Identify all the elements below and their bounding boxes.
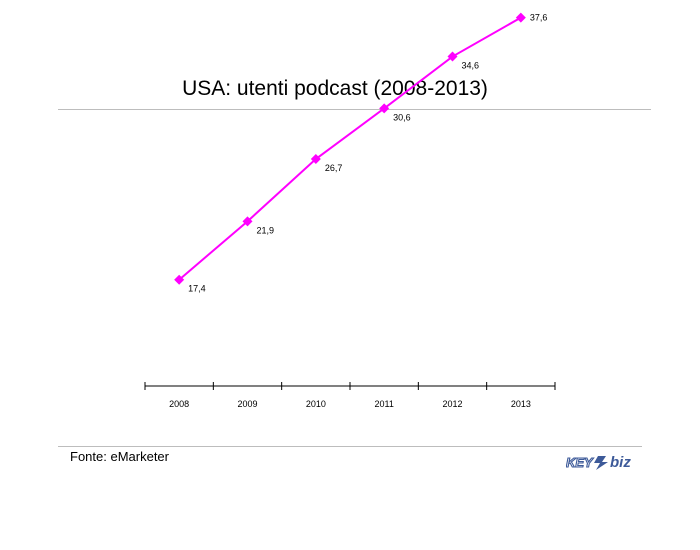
data-label: 37,6 bbox=[530, 13, 548, 23]
x-tick-label: 2009 bbox=[237, 399, 257, 409]
data-point-marker bbox=[379, 103, 390, 114]
data-label: 34,6 bbox=[462, 61, 480, 71]
data-point-marker bbox=[310, 154, 321, 165]
title-divider bbox=[58, 109, 651, 110]
data-label: 21,9 bbox=[257, 225, 275, 235]
x-tick-label: 2013 bbox=[511, 399, 531, 409]
x-axis: 2008 2009 2010 2011 2012 2013 bbox=[144, 382, 556, 409]
series-layer bbox=[174, 12, 526, 285]
data-point-marker bbox=[515, 12, 526, 23]
footer-divider bbox=[58, 446, 642, 447]
x-tick-label: 2011 bbox=[374, 399, 393, 409]
data-label: 17,4 bbox=[188, 284, 206, 294]
key4biz-logo: KEY biz bbox=[566, 454, 631, 471]
x-tick-label: 2012 bbox=[442, 399, 462, 409]
chart-title: USA: utenti podcast (2008-2013) bbox=[182, 77, 488, 100]
data-point-marker bbox=[447, 51, 458, 62]
data-labels: 17,4 21,9 26,7 30,6 34,6 37,6 bbox=[188, 13, 547, 294]
svg-text:KEY: KEY bbox=[566, 455, 594, 470]
x-tick-label: 2008 bbox=[169, 399, 189, 409]
x-tick-label: 2010 bbox=[306, 399, 326, 409]
data-point-marker bbox=[174, 274, 185, 285]
data-label: 26,7 bbox=[325, 163, 343, 173]
data-point-marker bbox=[242, 216, 253, 227]
svg-text:biz: biz bbox=[610, 454, 631, 471]
source-note: Fonte: eMarketer bbox=[70, 449, 169, 464]
series-line bbox=[178, 16, 522, 281]
data-label: 30,6 bbox=[393, 112, 411, 122]
